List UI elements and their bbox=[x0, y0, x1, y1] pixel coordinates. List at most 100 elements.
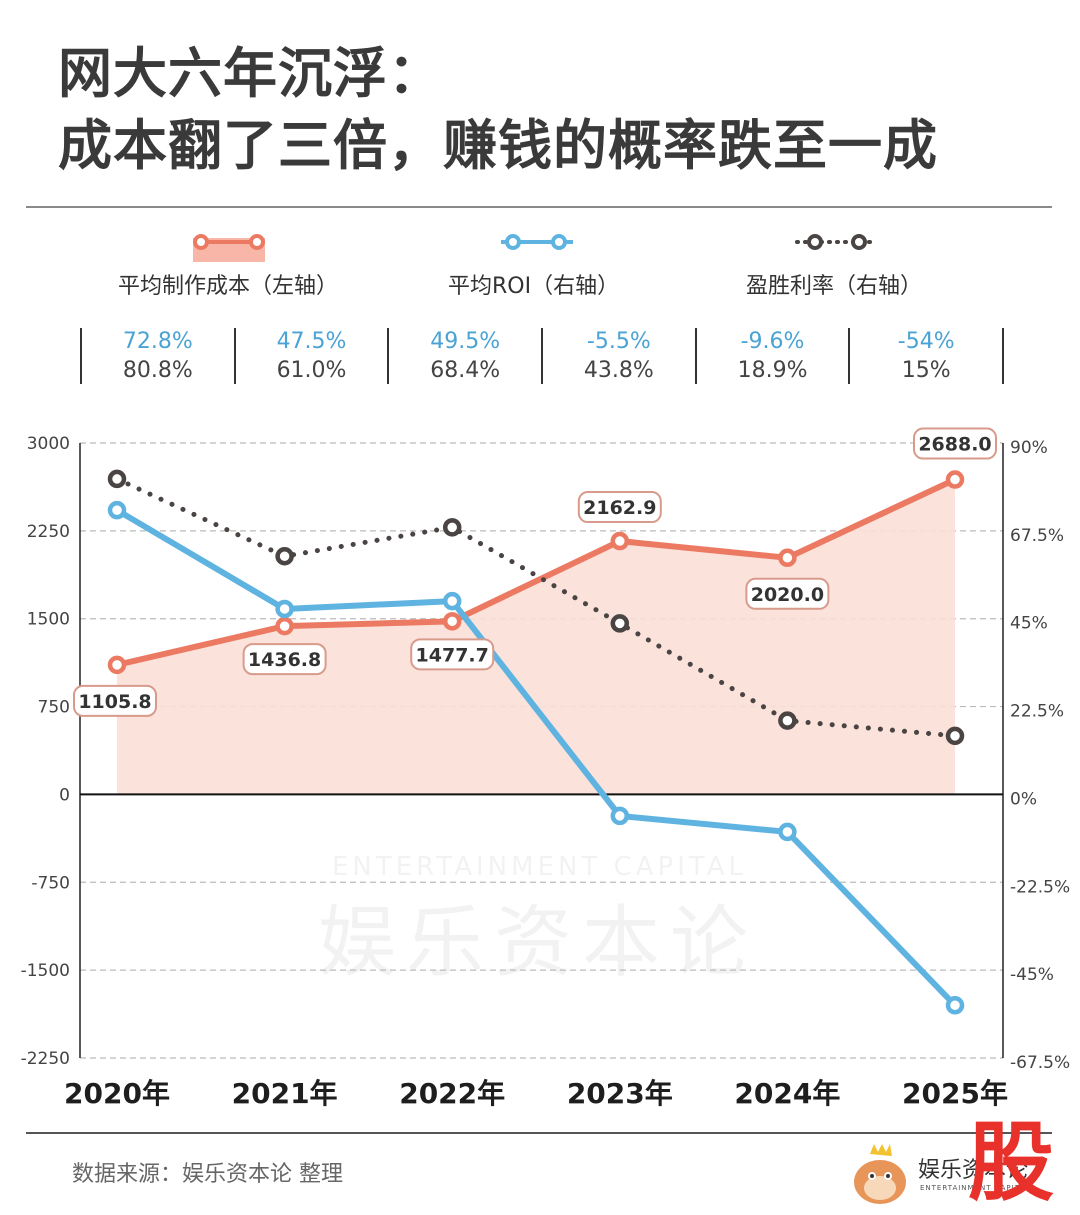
dotted-line-icon bbox=[795, 234, 879, 250]
data-point bbox=[778, 822, 797, 842]
stat-2024: -9.6% 18.9% bbox=[694, 328, 849, 384]
x-tick-label: 2024年 bbox=[734, 1077, 840, 1110]
stat-2021: 47.5% 61.0% bbox=[233, 328, 388, 384]
data-point bbox=[945, 996, 965, 1015]
winrate-value: 61.0% bbox=[276, 358, 347, 383]
winrate-value: 18.9% bbox=[737, 358, 808, 383]
legend-label: 盈胜利率（右轴） bbox=[746, 274, 923, 299]
x-tick-label: 2025年 bbox=[902, 1077, 1008, 1110]
axes: 3000 2250 1500 750 0 -750 -1500 -2250 90% 67.5% 45… bbox=[21, 434, 1071, 1110]
stats-row: 72.8% 80.8% 47.5% 61.0% 49.5% 68.4% -5.5% 43… bbox=[80, 328, 1005, 384]
data-point bbox=[778, 711, 797, 730]
value-label-box bbox=[745, 577, 830, 610]
roi-value: -54% bbox=[897, 329, 955, 354]
left-tick-label: 1500 bbox=[27, 610, 70, 630]
brand-name: 娱乐资本论 bbox=[918, 1158, 1029, 1183]
data-point bbox=[275, 599, 294, 619]
line-with-area-icon bbox=[193, 234, 265, 262]
stat-2022: 49.5% 68.4% bbox=[387, 328, 541, 384]
value-label-box bbox=[913, 427, 997, 460]
winrate-value: 68.4% bbox=[430, 358, 501, 383]
winrate-value: 43.8% bbox=[583, 358, 654, 383]
data-point bbox=[778, 548, 797, 568]
value-label-box bbox=[410, 638, 495, 671]
data-point bbox=[945, 470, 965, 489]
right-tick-label: -45% bbox=[1010, 965, 1054, 985]
mascot-icon bbox=[854, 1144, 906, 1204]
labels: 1105.8 1436.8 1477.7 2162.9 2020.0 2688.0 bbox=[73, 427, 997, 717]
data-point bbox=[107, 500, 127, 520]
left-tick-label: 0 bbox=[59, 785, 70, 805]
stat-2023: -5.5% 43.8% bbox=[541, 328, 695, 384]
watermark-cn: 娱乐资本论 bbox=[318, 898, 759, 988]
data-point bbox=[610, 614, 630, 633]
left-tick-label: 750 bbox=[38, 698, 70, 718]
value-label: 1436.8 bbox=[248, 649, 321, 671]
legend-item-roi: 平均ROI（右轴） bbox=[448, 228, 619, 300]
stat-2025: -54% 15% bbox=[848, 328, 1005, 384]
x-tick-label: 2021年 bbox=[232, 1077, 338, 1110]
value-label: 1477.7 bbox=[416, 644, 489, 666]
legend-item-winrate: 盈胜利率（右轴） bbox=[746, 228, 922, 300]
line-icon bbox=[500, 234, 573, 250]
legend-label: 平均制作成本（左轴） bbox=[118, 274, 339, 299]
x-tick-label: 2022年 bbox=[399, 1077, 505, 1110]
top-divider bbox=[26, 206, 1052, 208]
series-line-1 bbox=[114, 507, 958, 1009]
data-point bbox=[610, 531, 630, 551]
stamp-mark: 股 bbox=[968, 1113, 1054, 1213]
legend-label: 平均ROI（右轴） bbox=[448, 274, 620, 299]
cost-area bbox=[117, 479, 955, 795]
stat-2020: 72.8% 80.8% bbox=[80, 328, 234, 384]
right-tick-label: 67.5% bbox=[1010, 526, 1064, 546]
left-tick-label: -1500 bbox=[21, 961, 70, 981]
data-point bbox=[442, 612, 462, 631]
cost-area-fill bbox=[117, 479, 955, 795]
brand-subtitle: ENTERTAINMENT CAPITAL bbox=[920, 1184, 1031, 1192]
right-tick-label: 90% bbox=[1010, 438, 1048, 458]
series bbox=[107, 469, 965, 1015]
right-tick-label: 22.5% bbox=[1010, 702, 1064, 722]
data-point bbox=[275, 546, 294, 566]
value-label: 2020.0 bbox=[751, 584, 824, 606]
watermark-en: ENTERTAINMENT CAPITAL bbox=[332, 852, 748, 882]
bottom-divider bbox=[26, 1132, 1052, 1134]
left-tick-label: 3000 bbox=[27, 434, 70, 454]
right-tick-label: 45% bbox=[1010, 614, 1048, 634]
brand-logo: 娱乐资本论 ENTERTAINMENT CAPITAL bbox=[848, 1140, 1048, 1210]
left-tick-label: -2250 bbox=[21, 1049, 70, 1069]
data-point bbox=[107, 655, 127, 675]
roi-value: 49.5% bbox=[430, 329, 501, 354]
right-tick-label: -67.5% bbox=[1010, 1053, 1070, 1073]
series-line-0 bbox=[114, 476, 958, 668]
data-point bbox=[442, 591, 462, 611]
roi-value: 47.5% bbox=[276, 329, 347, 354]
right-tick-label: 0% bbox=[1010, 789, 1037, 809]
x-tick-label: 2020年 bbox=[64, 1077, 170, 1110]
value-label-box bbox=[577, 491, 662, 524]
x-tick-label: 2023年 bbox=[567, 1077, 673, 1110]
roi-value: -5.5% bbox=[586, 329, 651, 354]
roi-value: -9.6% bbox=[740, 329, 805, 354]
roi-value: 72.8% bbox=[122, 329, 193, 354]
left-tick-label: -750 bbox=[31, 873, 70, 893]
line-chart: 3000 2250 1500 750 0 -750 -1500 -2250 90% 67.5% 45… bbox=[21, 427, 1071, 1110]
value-label: 2162.9 bbox=[583, 497, 656, 519]
data-source: 数据来源：娱乐资本论 整理 bbox=[72, 1162, 343, 1187]
value-label-box bbox=[242, 643, 327, 676]
value-label: 1105.8 bbox=[78, 691, 151, 713]
data-point bbox=[107, 469, 127, 489]
chart-title: 网大六年沉浮： 成本翻了三倍，赚钱的概率跌至一成 bbox=[58, 38, 938, 182]
data-point bbox=[945, 726, 965, 746]
data-point bbox=[275, 616, 294, 636]
data-point bbox=[442, 518, 462, 537]
data-point bbox=[610, 806, 630, 826]
right-tick-label: -22.5% bbox=[1010, 877, 1070, 897]
winrate-value: 80.8% bbox=[122, 358, 193, 383]
title-line-1: 网大六年沉浮： bbox=[58, 42, 443, 105]
winrate-value: 15% bbox=[901, 358, 951, 383]
left-tick-label: 2250 bbox=[27, 522, 70, 542]
value-label: 2688.0 bbox=[918, 434, 991, 456]
value-label-box bbox=[73, 684, 157, 717]
legend-item-cost: 平均制作成本（左轴） bbox=[118, 228, 338, 300]
